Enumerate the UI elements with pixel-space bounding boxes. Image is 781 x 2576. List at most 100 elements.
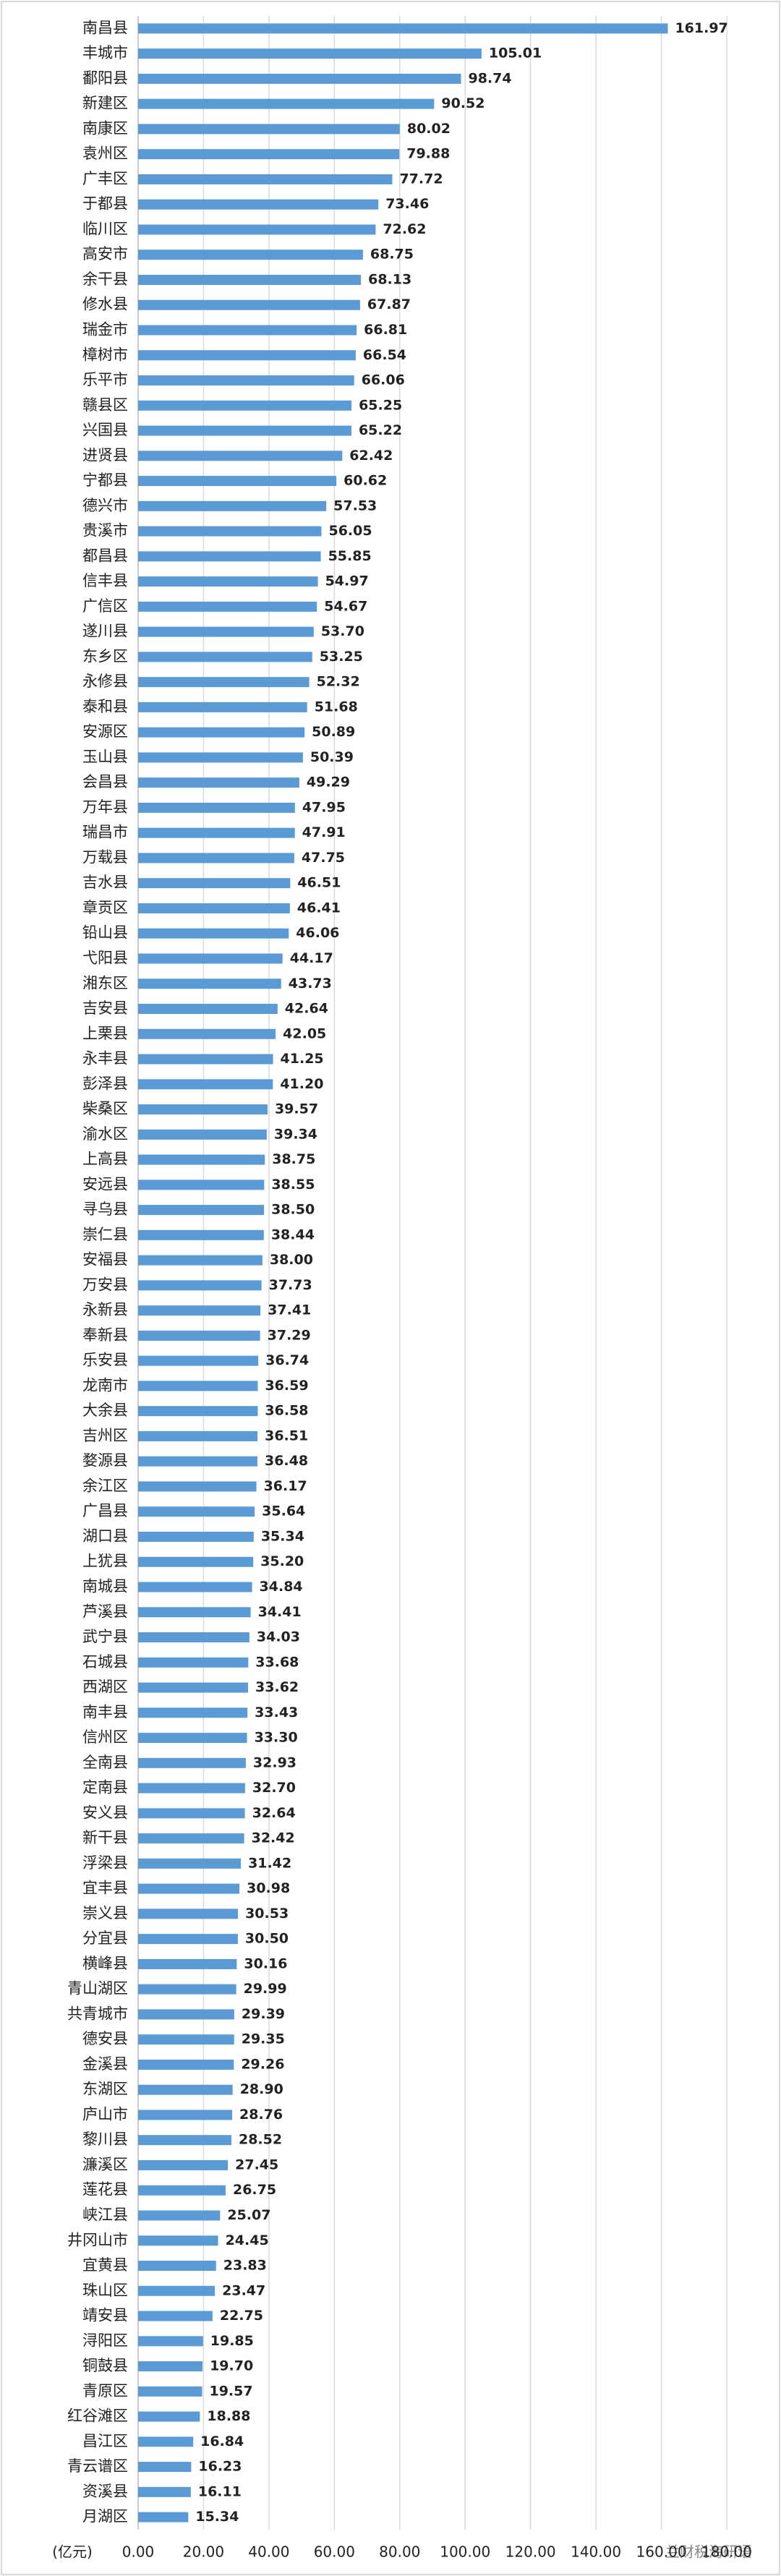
y-tick-label: 分宜县 <box>82 1929 128 1947</box>
bar <box>138 2311 213 2321</box>
value-label: 22.75 <box>220 2308 263 2324</box>
value-label: 98.74 <box>469 70 512 86</box>
bar <box>138 1104 268 1115</box>
y-tick-label: 余江区 <box>82 1477 128 1494</box>
bar <box>138 1330 260 1341</box>
value-label: 47.75 <box>302 850 345 866</box>
bar <box>138 928 289 939</box>
y-tick-label: 奉新县 <box>82 1326 128 1344</box>
bar <box>138 1657 249 1668</box>
bar <box>138 1707 248 1718</box>
bar <box>138 98 435 109</box>
y-tick-label: 安福县 <box>82 1251 128 1268</box>
y-tick-label: 彭泽县 <box>82 1075 128 1092</box>
value-label: 38.50 <box>271 1202 315 1218</box>
bar <box>138 626 314 637</box>
bar <box>138 2261 216 2272</box>
y-tick-label: 乐安县 <box>82 1352 128 1369</box>
value-label: 105.01 <box>489 46 542 61</box>
bar <box>138 425 351 436</box>
value-label: 36.58 <box>265 1403 308 1419</box>
value-label: 26.75 <box>233 2182 276 2198</box>
bar <box>138 2512 189 2522</box>
x-tick-label: 20.00 <box>183 2543 224 2561</box>
y-tick-label: 瑞昌市 <box>82 824 128 841</box>
value-label: 67.87 <box>367 297 411 312</box>
bar <box>138 802 295 813</box>
bar <box>138 1783 245 1794</box>
bar <box>138 48 482 59</box>
value-label: 53.25 <box>320 649 363 665</box>
value-label: 56.05 <box>328 523 372 539</box>
y-tick-label: 袁州区 <box>82 145 128 162</box>
bar <box>138 451 343 461</box>
y-tick-label: 安源区 <box>82 723 128 741</box>
x-tick-label: 80.00 <box>379 2543 420 2561</box>
bar <box>138 375 354 386</box>
value-label: 33.43 <box>255 1705 298 1720</box>
y-tick-label: 上高县 <box>82 1151 128 1168</box>
y-tick-label: 黎川县 <box>82 2131 128 2148</box>
bar <box>138 1984 236 1995</box>
bar <box>138 978 281 989</box>
value-label: 55.85 <box>328 548 372 564</box>
bar <box>138 1381 258 1391</box>
y-tick-label: 丰城市 <box>82 44 128 61</box>
value-label: 25.07 <box>227 2207 270 2223</box>
y-tick-label: 遂川县 <box>82 623 128 640</box>
watermark: 兰财税海研语 <box>665 2543 752 2561</box>
bar <box>138 2059 234 2070</box>
bar <box>138 601 317 612</box>
bar <box>138 1733 247 1744</box>
y-tick-label: 月湖区 <box>82 2508 128 2525</box>
bar <box>138 476 337 487</box>
value-label: 18.88 <box>207 2408 250 2424</box>
bar <box>138 124 400 135</box>
bar <box>138 2159 229 2170</box>
y-tick-label: 瑞金市 <box>82 321 128 338</box>
y-tick-label: 广昌县 <box>82 1502 128 1519</box>
y-tick-label: 湘东区 <box>82 974 128 991</box>
value-label: 42.64 <box>285 1001 328 1017</box>
y-tick-label: 鄱阳县 <box>82 69 128 87</box>
bar <box>138 1205 265 1216</box>
bar <box>138 1255 263 1266</box>
y-tick-label: 赣县区 <box>82 396 128 414</box>
value-label: 65.25 <box>359 397 402 413</box>
y-tick-label: 定南县 <box>82 1779 128 1796</box>
bar <box>138 1180 265 1190</box>
y-tick-label: 永修县 <box>82 673 128 690</box>
bar <box>138 224 376 235</box>
y-tick-label: 浔阳区 <box>82 2332 128 2349</box>
value-label: 41.25 <box>281 1051 324 1067</box>
value-label: 33.62 <box>255 1679 299 1695</box>
value-label: 62.42 <box>349 448 393 464</box>
bar <box>138 500 327 511</box>
bar <box>138 1808 245 1819</box>
value-label: 37.41 <box>268 1302 311 1318</box>
bar <box>138 350 356 361</box>
y-tick-label: 进贤县 <box>82 446 128 464</box>
x-tick-label: 120.00 <box>505 2543 556 2561</box>
bar <box>138 199 379 210</box>
bar <box>138 1129 267 1140</box>
value-label: 46.06 <box>296 925 339 941</box>
y-tick-label: 庐山市 <box>82 2105 128 2123</box>
value-label: 50.39 <box>310 749 354 765</box>
bar <box>138 1229 264 1240</box>
bar <box>138 827 295 838</box>
bar <box>138 73 461 84</box>
y-tick-label: 信州区 <box>82 1728 128 1746</box>
value-label: 29.99 <box>244 1981 287 1997</box>
y-tick-label: 金溪县 <box>82 2055 128 2073</box>
value-label: 50.89 <box>312 724 355 740</box>
y-tick-label: 全南县 <box>82 1754 128 1771</box>
bar <box>138 1028 276 1039</box>
value-label: 36.48 <box>265 1453 308 1469</box>
y-tick-label: 青云谱区 <box>67 2457 128 2475</box>
bar <box>138 1908 239 1919</box>
value-label: 53.70 <box>321 623 364 639</box>
value-label: 23.83 <box>223 2258 267 2274</box>
y-tick-label: 东湖区 <box>82 2081 128 2098</box>
value-label: 32.70 <box>252 1780 296 1796</box>
